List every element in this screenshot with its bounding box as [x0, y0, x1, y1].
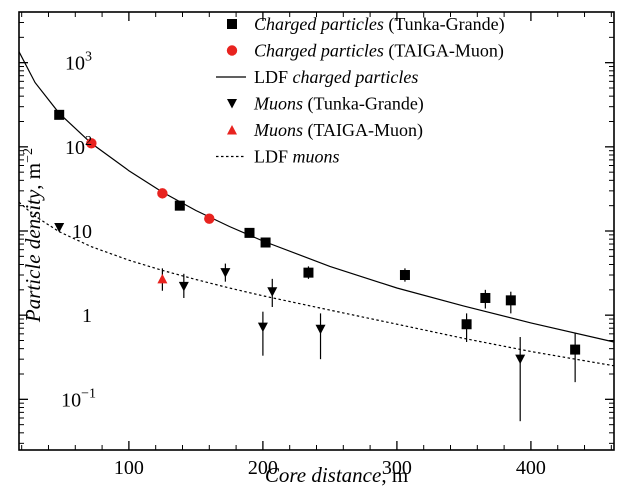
- x-tick-label: 300: [382, 457, 412, 479]
- legend-marker: [227, 19, 237, 29]
- data-point: [480, 292, 491, 303]
- data-point: [399, 270, 410, 281]
- y-tick-label: 102: [65, 134, 92, 159]
- data-point: [174, 200, 185, 211]
- x-tick-label: 400: [516, 457, 546, 479]
- y-axis-title: Particle density, m−2: [21, 148, 45, 323]
- y-tick-label: 1: [82, 305, 92, 327]
- data-point: [570, 344, 581, 355]
- x-axis-title-italic: Core distance: [265, 463, 381, 487]
- legend-label: Charged particles (Tunka-Grande): [254, 14, 505, 35]
- axis-tick-labels: 100 200 300 400 10−1 1 10 102 103: [61, 50, 546, 479]
- data-point: [303, 267, 314, 278]
- legend-marker: [226, 45, 238, 56]
- legend-label: LDF muons: [254, 147, 340, 167]
- data-point: [461, 319, 472, 330]
- axis-ticks: [19, 11, 614, 450]
- x-tick-label: 200: [248, 457, 278, 479]
- data-point: [178, 281, 189, 292]
- legend-label: Charged particles (TAIGA-Muon): [254, 41, 504, 62]
- y-axis-title-italic: Particle density: [21, 189, 45, 323]
- y-tick-label: 10−1: [61, 386, 96, 411]
- legend: Charged particles (Tunka-Grande) Charged …: [216, 14, 505, 167]
- x-axis-title-unit: , m: [381, 463, 408, 487]
- data-point: [515, 354, 526, 365]
- data-point: [54, 109, 65, 120]
- legend-label: LDF charged particles: [254, 67, 418, 87]
- data-point: [86, 138, 97, 149]
- error-bars: [161, 263, 576, 422]
- y-tick-label: 103: [65, 50, 92, 75]
- data-point: [54, 223, 65, 233]
- data-point: [260, 237, 271, 248]
- data-markers: [54, 109, 581, 365]
- data-point: [267, 287, 278, 297]
- y-tick-label: 10: [72, 221, 92, 243]
- y-axis-title-exponent: −2: [21, 148, 36, 163]
- data-point: [220, 268, 231, 278]
- legend-label: Muons (TAIGA-Muon): [253, 120, 423, 141]
- x-tick-label: 100: [114, 457, 144, 479]
- data-point: [204, 213, 215, 224]
- data-point: [505, 295, 516, 306]
- legend-marker: [227, 125, 237, 135]
- legend-label: Muons (Tunka-Grande): [253, 94, 424, 115]
- x-axis-title: Core distance, m: [265, 463, 408, 487]
- legend-marker: [227, 99, 237, 109]
- data-point: [257, 322, 268, 333]
- data-point: [315, 324, 326, 335]
- ldf-curve-5: [18, 201, 615, 367]
- y-axis-title-unit: , m: [21, 163, 45, 190]
- data-point: [244, 227, 255, 238]
- data-point: [157, 273, 168, 284]
- data-point: [157, 188, 168, 199]
